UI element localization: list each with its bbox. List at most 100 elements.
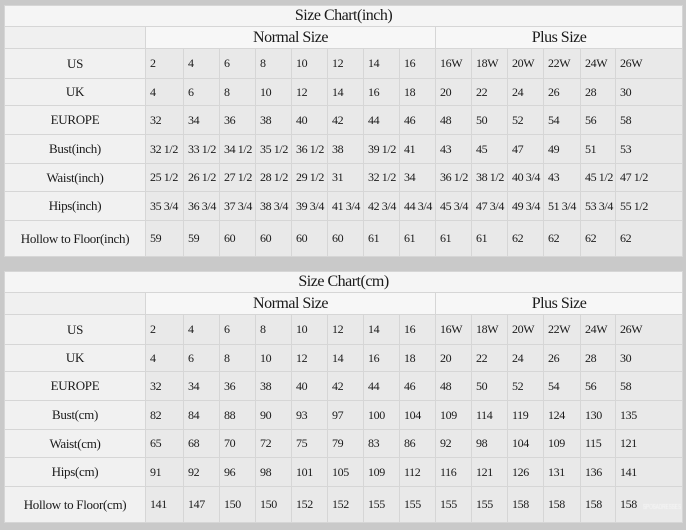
table-cell: 32 [145,371,184,401]
group-header-normal-size: Normal Size [145,292,436,315]
table-cell: 97 [327,400,364,430]
table-row: UK 4 6 8 10 12 14 16 18 20 22 24 26 28 30 [4,344,684,372]
table-cell: 58 [614,105,684,135]
table-cell: 51 3/4 [543,191,581,221]
table-cell: 49 3/4 [507,191,544,221]
table-cell: 68 [183,429,220,458]
table-cell: 56 [580,371,616,401]
table-cell: 41 [399,134,436,164]
table-cell: 8 [255,48,292,79]
row-label: Bust(cm) [4,400,146,430]
table-cell: 44 [363,105,400,135]
table-cell: 38 3/4 [255,191,292,221]
table-cell: 48 [435,371,472,401]
table-cell: 62 [543,220,581,257]
table-row: Hips(cm) 91 92 96 98 101 105 109 112 116 121 126 131… [4,457,684,487]
table-cell: 79 [327,429,364,458]
table-cell: 119 [507,400,544,430]
table-cell: 20W [507,314,544,345]
table-cell: 152 [327,486,364,523]
table-cell: 91 [145,457,184,487]
table-cell: 54 [543,371,581,401]
table-cell: 36 1/2 [435,163,472,192]
table-cell: 155 [363,486,400,523]
table-cell: 61 [399,220,436,257]
table-cell: 92 [435,429,472,458]
table-cell: 12 [327,48,364,79]
table-cell: 100 [363,400,400,430]
table-cell: 155 [435,486,472,523]
table-cell: 60 [327,220,364,257]
table-cell: 24W [580,48,616,79]
table-cell: 136 [580,457,616,487]
table-cell: 41 3/4 [327,191,364,221]
table-row: US 2 4 6 8 10 12 14 16 16W 18W 20W 22W 24W 26W [4,314,684,345]
table-cell: 62 [580,220,616,257]
table-cell: 16W [435,314,472,345]
table-cell: 62 [507,220,544,257]
table-cell: 16 [399,314,436,345]
group-header-row: Normal Size Plus Size [4,26,684,49]
table-cell: 42 [327,105,364,135]
table-cell: 44 [363,371,400,401]
row-label: UK [4,344,146,372]
group-header-plus-size: Plus Size [434,26,684,49]
table-cell: 59 [183,220,220,257]
table-cell: 20W [507,48,544,79]
table-cell: 26 [543,344,581,372]
table-cell: 141 [614,457,684,487]
table-cell: 147 [183,486,220,523]
table-cell: 60 [291,220,328,257]
table-cell: 141 [145,486,184,523]
table-cell: 45 3/4 [435,191,472,221]
table-cell: 105 [327,457,364,487]
table-cell: 60 [219,220,256,257]
table-cell: 109 [363,457,400,487]
table-cell: 6 [219,48,256,79]
table-cell: 38 [327,134,364,164]
table-cell: 32 [145,105,184,135]
table-cell: 32 1/2 [363,163,400,192]
table-cell: 121 [614,429,684,458]
table-cell: 60 [255,220,292,257]
table-title: Size Chart(cm) [3,271,684,293]
table-cell: 101 [291,457,328,487]
table-cell: 116 [435,457,472,487]
table-cell: 24 [507,78,544,106]
table-cell: 115 [580,429,616,458]
table-cell: 18W [471,48,508,79]
row-label: Waist(cm) [4,429,146,458]
table-cell: 96 [219,457,256,487]
table-cell: 155 [399,486,436,523]
table-cell: 47 3/4 [471,191,508,221]
table-cell: 10 [255,344,292,372]
table-cell: 22 [471,344,508,372]
table-cell: 98 [471,429,508,458]
table-cell: 18W [471,314,508,345]
table-cell: 36 [219,371,256,401]
table-cell: 88 [219,400,256,430]
table-cell: 4 [145,344,184,372]
table-cell: 49 [543,134,581,164]
table-cell: 10 [291,48,328,79]
table-cell: 55 1/2 [614,191,684,221]
table-row: Waist(inch) 25 1/2 26 1/2 27 1/2 28 1/2 29 1/… [4,163,684,192]
table-cell: 83 [363,429,400,458]
table-cell: 16 [399,48,436,79]
table-row: EUROPE 32 34 36 38 40 42 44 46 48 50 52 54 56 58 [4,371,684,401]
table-cell: 45 [471,134,508,164]
table-cell: 130 [580,400,616,430]
table-cell: 61 [471,220,508,257]
table-cell: 39 1/2 [363,134,400,164]
table-row: UK 4 6 8 10 12 14 16 18 20 22 24 26 28 30 [4,78,684,106]
table-cell: 43 [435,134,472,164]
table-cell: 35 3/4 [145,191,184,221]
table-cell: 30 [614,78,684,106]
title-row: Size Chart(inch) [3,5,684,27]
table-cell: 20 [435,78,472,106]
table-cell: 26W [614,48,684,79]
table-cell: 56 [580,105,616,135]
table-row: Bust(cm) 82 84 88 90 93 97 100 104 109 114 119 124 13… [4,400,684,430]
table-cell: 38 1/2 [471,163,508,192]
table-row: Hips(inch) 35 3/4 36 3/4 37 3/4 38 3/4 39 3/4… [4,191,684,221]
